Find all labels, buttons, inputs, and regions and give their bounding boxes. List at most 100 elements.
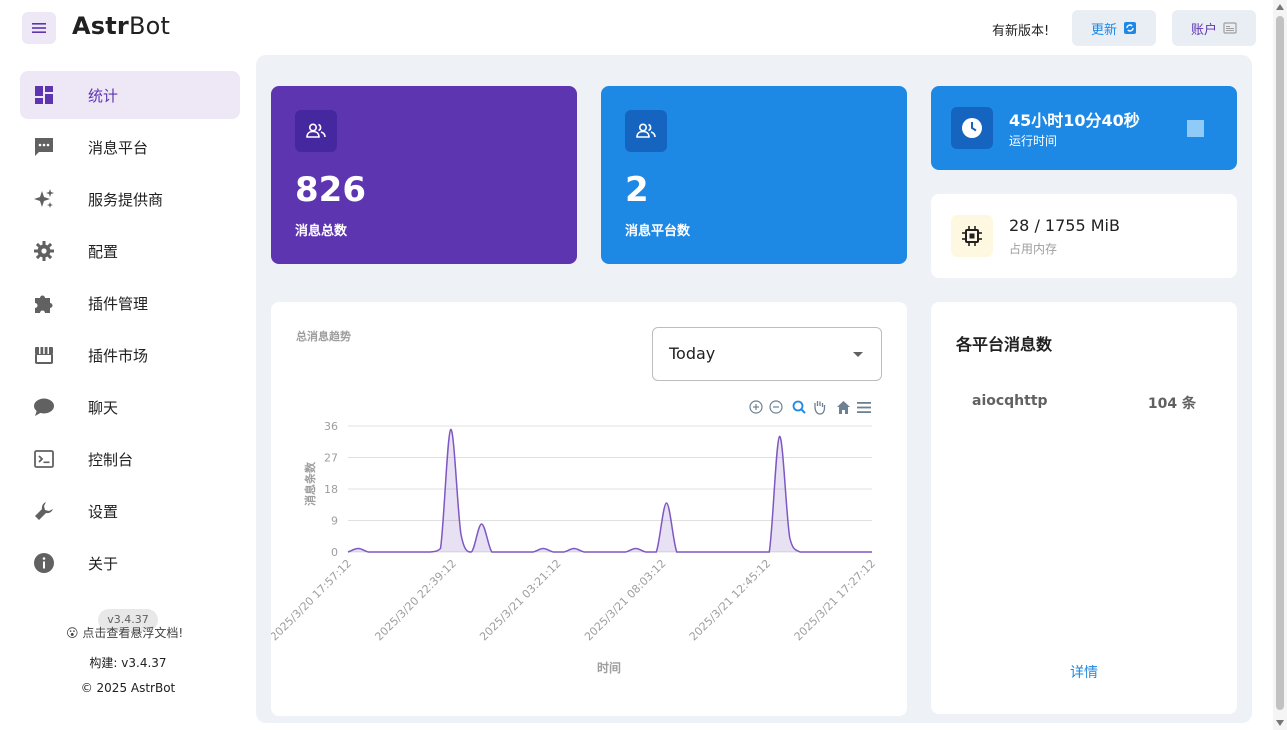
puzzle-icon [32, 291, 56, 315]
emoji-icon: 😮 [66, 626, 83, 640]
copyright: © 2025 AstrBot [80, 681, 176, 695]
sidebar-item-providers[interactable]: 服务提供商 [20, 175, 240, 223]
platform-count-label: 消息平台数 [625, 224, 691, 239]
sidebar-item-label: 消息平台 [88, 138, 149, 157]
y-tick-label: 18 [324, 483, 338, 496]
clock-icon [951, 107, 993, 149]
y-tick-label: 0 [331, 546, 338, 559]
info-icon [32, 551, 56, 575]
sidebar-item-config[interactable]: 配置 [20, 227, 240, 275]
total-messages-value: 826 [295, 170, 366, 210]
account-button[interactable]: 账户 [1172, 10, 1256, 46]
memory-value: 28 / 1755 MiB [1009, 216, 1120, 235]
sidebar-item-plugins[interactable]: 插件管理 [20, 279, 240, 327]
scroll-down-icon[interactable] [1276, 720, 1284, 726]
account-card-icon [1223, 22, 1237, 34]
docs-link[interactable]: 😮 点击查看悬浮文档! [66, 626, 184, 640]
sidebar-item-label: 统计 [88, 86, 119, 105]
users-icon [625, 110, 667, 152]
chevron-down-icon [853, 352, 863, 357]
platform-row: aiocqhttp 104 条 [972, 393, 1202, 413]
series-area [348, 429, 872, 552]
sidebar-item-label: 关于 [88, 554, 119, 573]
y-tick-label: 9 [331, 515, 338, 528]
platform-count-card: 2 消息平台数 [601, 86, 907, 264]
time-range-select[interactable]: Today [652, 327, 882, 381]
sidebar-item-about[interactable]: 关于 [20, 539, 240, 587]
platform-stats-title: 各平台消息数 [956, 335, 1053, 354]
platform-count: 104 条 [1147, 396, 1196, 412]
sidebar-item-market[interactable]: 插件市场 [20, 331, 240, 379]
sidebar-item-label: 设置 [88, 502, 119, 521]
store-icon [32, 343, 56, 367]
total-messages-label: 消息总数 [295, 224, 348, 239]
x-axis-label: 时间 [597, 660, 621, 675]
message-trend-card: 总消息趋势 Today [271, 302, 907, 716]
runtime-value: 45小时10分40秒 [1009, 111, 1140, 130]
main-content: 826 消息总数 2 消息平台数 45小时10分40秒 运行时间 28 / 17… [256, 55, 1252, 723]
sidebar-item-label: 控制台 [88, 450, 134, 469]
app-logo[interactable]: AstrBot [72, 12, 171, 40]
sparkle-icon [32, 187, 56, 211]
runtime-card: 45小时10分40秒 运行时间 [931, 86, 1237, 170]
scrollbar[interactable] [1273, 0, 1287, 730]
x-tick-label: 2025/3/21 17:27:12 [792, 557, 878, 643]
scroll-thumb[interactable] [1276, 16, 1284, 710]
hamburger-icon [32, 23, 46, 33]
message-icon [32, 135, 56, 159]
sidebar-item-stats[interactable]: 统计 [20, 71, 240, 119]
update-button-label: 更新 [1090, 22, 1117, 38]
platform-stats-card: 各平台消息数 aiocqhttp 104 条 详情 [931, 302, 1237, 714]
dashboard-icon [32, 83, 56, 107]
zoom-out-icon[interactable] [769, 400, 783, 414]
status-indicator [1187, 120, 1204, 137]
x-tick-label: 2025/3/21 03:21:12 [477, 557, 563, 643]
sidebar-item-settings[interactable]: 设置 [20, 487, 240, 535]
runtime-label: 运行时间 [1009, 134, 1058, 148]
gear-icon [32, 239, 56, 263]
build-info: 构建: v3.4.37 [89, 656, 167, 670]
sidebar-item-chat[interactable]: 聊天 [20, 383, 240, 431]
y-axis-label: 消息条数 [303, 461, 317, 506]
sidebar-item-label: 插件市场 [88, 346, 149, 365]
menu-icon[interactable] [857, 402, 871, 413]
zoom-in-icon[interactable] [749, 400, 763, 414]
pan-hand-icon[interactable] [814, 401, 826, 415]
sidebar-item-label: 插件管理 [88, 294, 149, 313]
scroll-up-icon[interactable] [1276, 4, 1284, 10]
magnifier-icon[interactable] [792, 400, 806, 414]
update-button[interactable]: 更新 [1072, 10, 1156, 46]
y-tick-label: 27 [324, 452, 338, 465]
x-tick-label: 2025/3/20 22:39:12 [372, 557, 458, 643]
trend-chart: 0 9 18 27 36 2025/3/20 17:57:12 2025/3/20 22:… [271, 400, 878, 675]
memory-label: 占用内存 [1009, 242, 1058, 256]
x-tick-label: 2025/3/21 12:45:12 [687, 557, 773, 643]
y-tick-label: 36 [324, 420, 338, 433]
menu-toggle-button[interactable] [22, 12, 56, 44]
version-tag: v3.4.37 [98, 609, 158, 631]
chart-toolbar [749, 400, 871, 415]
total-messages-card: 826 消息总数 [271, 86, 577, 264]
sidebar-item-label: 聊天 [88, 398, 119, 417]
platform-name: aiocqhttp [972, 393, 1048, 409]
x-tick-label: 2025/3/21 08:03:12 [582, 557, 668, 643]
sidebar: 统计 消息平台 服务提供商 配置 插件管理 [0, 60, 256, 730]
x-tick-label: 2025/3/20 17:57:12 [271, 557, 354, 643]
sidebar-item-label: 服务提供商 [88, 190, 164, 209]
wrench-icon [32, 499, 56, 523]
sidebar-item-label: 配置 [88, 242, 119, 261]
memory-card: 28 / 1755 MiB 占用内存 [931, 194, 1237, 278]
sidebar-item-platforms[interactable]: 消息平台 [20, 123, 240, 171]
cpu-chip-icon [951, 215, 993, 257]
details-link[interactable]: 详情 [1070, 665, 1098, 681]
series-line [347, 428, 872, 553]
home-icon[interactable] [837, 401, 850, 414]
refresh-icon [1124, 22, 1136, 34]
users-icon [295, 110, 337, 152]
sidebar-item-console[interactable]: 控制台 [20, 435, 240, 483]
chat-icon [32, 395, 56, 419]
platform-count-value: 2 [625, 170, 649, 210]
console-icon [32, 447, 56, 471]
new-version-notice: 有新版本! [992, 24, 1050, 39]
